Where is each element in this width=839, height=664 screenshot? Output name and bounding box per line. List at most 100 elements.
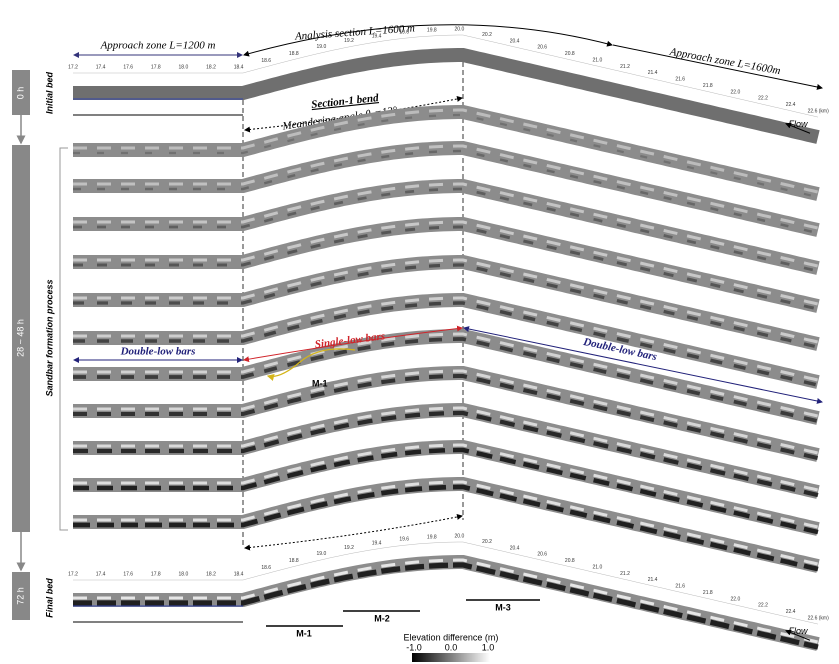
- km-tick: 20.4: [510, 38, 520, 44]
- channel-strip: [73, 141, 820, 237]
- km-tick: 19.4: [372, 33, 382, 39]
- channel-strip: [73, 48, 820, 144]
- km-tick: 22.0: [731, 596, 741, 602]
- time-box: [12, 70, 30, 115]
- km-tick: 17.8: [151, 571, 161, 577]
- km-tick: 22.6 (km): [808, 108, 829, 114]
- km-tick: 22.4: [786, 102, 796, 108]
- zone-label: Approach zone L=1200 m: [100, 40, 216, 52]
- km-tick: 21.0: [593, 564, 603, 570]
- zone-arrow: [612, 44, 823, 90]
- channel-strip: [73, 555, 820, 651]
- flow-label: Flow: [788, 119, 808, 129]
- km-tick: 22.0: [731, 89, 741, 95]
- channel-strip: [73, 179, 820, 275]
- km-tick: 22.6 (km): [808, 615, 829, 621]
- km-tick: 21.6: [675, 77, 685, 83]
- channel-strip: [73, 366, 820, 462]
- stage-label: Final bed: [44, 578, 54, 618]
- bed-texture: [73, 187, 819, 273]
- marker-arrow: [266, 348, 356, 381]
- km-tick: 20.2: [482, 539, 492, 545]
- bed-texture: [73, 263, 819, 349]
- channel-strip: [73, 440, 820, 536]
- flow-arrow: [785, 629, 811, 641]
- colorbar-tick: -1.0: [406, 642, 422, 652]
- zone-label: Analysis section L=1600 m: [294, 22, 416, 42]
- km-tick: 17.8: [151, 64, 161, 70]
- bed-texture: [73, 558, 819, 644]
- colorbar-tick: 1.0: [482, 642, 495, 652]
- bed-texture: [73, 258, 819, 344]
- bed-texture: [73, 410, 819, 498]
- bed-texture: [73, 484, 819, 572]
- bed-texture: [73, 562, 819, 650]
- bed-texture: [73, 225, 819, 311]
- bed-texture: [73, 149, 819, 235]
- km-tick: 18.2: [206, 64, 216, 70]
- km-tick: 18.2: [206, 571, 216, 577]
- zone-arrow: [243, 24, 613, 57]
- bar-arrow: [243, 325, 463, 363]
- km-tick: 19.6: [399, 30, 409, 36]
- km-tick: 22.2: [758, 603, 768, 609]
- bed-texture: [73, 182, 819, 268]
- km-tick: 21.6: [675, 584, 685, 590]
- km-tick: 21.4: [648, 577, 658, 583]
- km-tick: 22.2: [758, 96, 768, 102]
- time-label: 28 ~ 48 h: [15, 319, 25, 357]
- bar-type: Double-low bars: [120, 346, 196, 358]
- km-tick: 21.2: [620, 64, 630, 70]
- flow-arrow: [785, 122, 811, 134]
- colorbar-tick: 0.0: [445, 642, 458, 652]
- bed-texture: [73, 369, 819, 455]
- bed-texture: [73, 374, 819, 461]
- segment-label: M-3: [495, 602, 511, 612]
- bed-texture: [73, 480, 819, 566]
- km-tick: 21.8: [703, 83, 713, 89]
- km-tick: 20.6: [537, 45, 547, 51]
- km-tick: 18.6: [261, 565, 271, 571]
- stage-label: Initial bed: [44, 72, 54, 115]
- km-axis: [73, 541, 819, 625]
- km-tick: 19.2: [344, 545, 354, 551]
- colorbar-title: Elevation difference (m): [404, 632, 499, 642]
- bend-arrow: [244, 514, 463, 551]
- bracket: [59, 147, 68, 531]
- km-tick: 20.2: [482, 32, 492, 38]
- colorbar: [412, 653, 490, 662]
- km-tick: 17.2: [68, 571, 78, 577]
- bed-texture: [73, 447, 819, 535]
- km-tick: 19.2: [344, 38, 354, 44]
- channel-strip: [73, 255, 820, 351]
- km-tick: 17.4: [96, 571, 106, 577]
- km-tick: 19.8: [427, 27, 437, 33]
- km-tick: 20.4: [510, 545, 520, 551]
- time-label: 0 h: [15, 87, 25, 100]
- km-tick: 19.0: [317, 551, 327, 557]
- time-label: 72 h: [15, 587, 25, 605]
- segment-label: M-1: [296, 628, 312, 638]
- km-tick: 17.4: [96, 64, 106, 70]
- km-axis: [73, 34, 819, 118]
- bed-texture: [73, 108, 819, 194]
- km-tick: 19.6: [399, 537, 409, 543]
- time-box: [12, 145, 30, 532]
- flow-label: Flow: [788, 626, 808, 636]
- km-tick: 18.8: [289, 51, 299, 57]
- km-tick: 21.4: [648, 70, 658, 76]
- km-tick: 17.6: [123, 571, 133, 577]
- bed-texture: [73, 113, 819, 199]
- bed-texture: [73, 220, 819, 306]
- km-tick: 18.6: [261, 58, 271, 64]
- km-tick: 18.4: [234, 64, 244, 70]
- km-tick: 21.0: [593, 57, 603, 63]
- stage-label: Sandbar formation process: [44, 279, 54, 396]
- channel-strip: [73, 105, 820, 201]
- km-tick: 19.8: [427, 534, 437, 540]
- km-tick: 19.4: [372, 540, 382, 546]
- km-tick: 20.8: [565, 51, 575, 57]
- km-tick: 20.0: [455, 533, 465, 539]
- km-tick: 21.2: [620, 571, 630, 577]
